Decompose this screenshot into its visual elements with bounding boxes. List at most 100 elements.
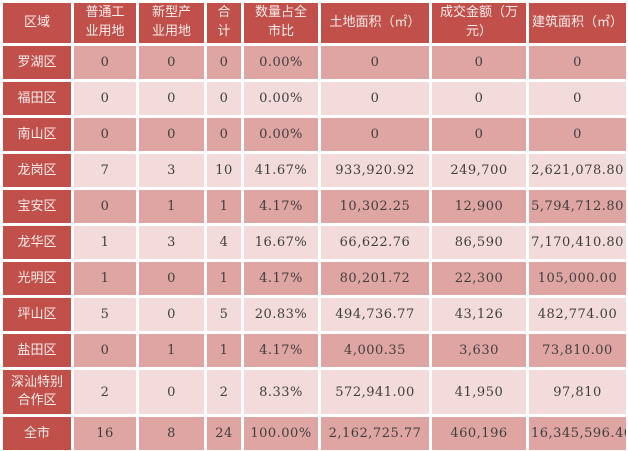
- table-row-nanshan: 南山区 0 0 0 0.00% 0 0 0: [3, 118, 626, 151]
- table-cell: 494,736.77: [321, 298, 429, 331]
- table-cell: 0: [321, 46, 429, 79]
- table-cell: 249,700: [432, 154, 526, 187]
- table-cell: 0: [74, 190, 136, 223]
- column-header-building-area: 建筑面积（㎡）: [529, 3, 626, 43]
- table-cell: 0: [207, 82, 241, 115]
- table-cell: 3: [139, 226, 204, 259]
- table-cell: 0.00%: [244, 82, 318, 115]
- row-header-luohu: 罗湖区: [3, 46, 71, 79]
- table-cell: 97,810: [529, 370, 626, 414]
- table-cell: 2: [74, 370, 136, 414]
- table-row-guangming: 光明区 1 0 1 4.17% 80,201.72 22,300 105,000…: [3, 262, 626, 295]
- table-cell: 41.67%: [244, 154, 318, 187]
- table-cell: 8: [139, 417, 204, 450]
- table-cell: 3,630: [432, 334, 526, 367]
- table-cell: 12,900: [432, 190, 526, 223]
- table-row-baoan: 宝安区 0 1 1 4.17% 10,302.25 12,900 5,794,7…: [3, 190, 626, 223]
- table-cell: 0: [74, 334, 136, 367]
- table-cell: 0: [139, 262, 204, 295]
- table-cell: 933,920.92: [321, 154, 429, 187]
- table-cell: 1: [74, 262, 136, 295]
- column-header-region: 区域: [3, 3, 71, 43]
- column-header-transaction-amount: 成交金额（万 元）: [432, 3, 526, 43]
- table-cell: 3: [139, 154, 204, 187]
- table-cell: 0: [139, 82, 204, 115]
- table-cell: 0: [432, 118, 526, 151]
- table-row-shenshan: 深汕特别 合作区 2 0 2 8.33% 572,941.00 41,950 9…: [3, 370, 626, 414]
- table-cell: 0: [139, 298, 204, 331]
- table-row-yantian: 盐田区 0 1 1 4.17% 4,000.35 3,630 73,810.00: [3, 334, 626, 367]
- table-cell: 2: [207, 370, 241, 414]
- table-cell: 0: [321, 82, 429, 115]
- table-cell: 0: [74, 82, 136, 115]
- table-cell: 86,590: [432, 226, 526, 259]
- table-cell: 1: [74, 226, 136, 259]
- table-cell: 1: [207, 262, 241, 295]
- table-cell: 105,000.00: [529, 262, 626, 295]
- column-header-city-share: 数量占全 市比: [244, 3, 318, 43]
- table-cell: 572,941.00: [321, 370, 429, 414]
- table-cell: 0: [207, 118, 241, 151]
- table-cell: 4,000.35: [321, 334, 429, 367]
- table-cell: 0: [139, 370, 204, 414]
- table-cell: 0: [139, 46, 204, 79]
- column-header-land-area: 土地面积（㎡）: [321, 3, 429, 43]
- table-cell: 22,300: [432, 262, 526, 295]
- table-cell: 0: [529, 118, 626, 151]
- table-cell: 100.00%: [244, 417, 318, 450]
- table-cell: 482,774.00: [529, 298, 626, 331]
- table-cell: 16,345,596.40: [529, 417, 626, 450]
- table-cell: 1: [207, 190, 241, 223]
- table-cell: 0: [529, 82, 626, 115]
- table-cell: 73,810.00: [529, 334, 626, 367]
- table-cell: 0: [74, 118, 136, 151]
- row-header-pingshan: 坪山区: [3, 298, 71, 331]
- table-row-pingshan: 坪山区 5 0 5 20.83% 494,736.77 43,126 482,7…: [3, 298, 626, 331]
- table-header-row: 区域 普通工 业用地 新型产 业用地 合 计 数量占全 市比 土地面积（㎡） 成…: [3, 3, 626, 43]
- table-cell: 16: [74, 417, 136, 450]
- table-row-longgang: 龙岗区 7 3 10 41.67% 933,920.92 249,700 2,6…: [3, 154, 626, 187]
- row-header-citywide-total: 全市: [3, 417, 71, 450]
- column-header-ordinary-industrial: 普通工 业用地: [74, 3, 136, 43]
- table-cell: 0.00%: [244, 46, 318, 79]
- column-header-total: 合 计: [207, 3, 241, 43]
- table-cell: 66,622.76: [321, 226, 429, 259]
- table-cell: 10: [207, 154, 241, 187]
- table-cell: 43,126: [432, 298, 526, 331]
- row-header-longhua: 龙华区: [3, 226, 71, 259]
- row-header-guangming: 光明区: [3, 262, 71, 295]
- row-header-yantian: 盐田区: [3, 334, 71, 367]
- table-cell: 8.33%: [244, 370, 318, 414]
- table-cell: 24: [207, 417, 241, 450]
- table-cell: 4.17%: [244, 334, 318, 367]
- table-cell: 7: [74, 154, 136, 187]
- table-cell: 0: [529, 46, 626, 79]
- column-header-new-industrial: 新型产 业用地: [139, 3, 204, 43]
- table-cell: 0: [139, 118, 204, 151]
- table-cell: 2,621,078.80: [529, 154, 626, 187]
- row-header-longgang: 龙岗区: [3, 154, 71, 187]
- row-header-futian: 福田区: [3, 82, 71, 115]
- table-cell: 80,201.72: [321, 262, 429, 295]
- table-cell: 10,302.25: [321, 190, 429, 223]
- table-cell: 1: [139, 190, 204, 223]
- table-cell: 460,196: [432, 417, 526, 450]
- table-cell: 4.17%: [244, 262, 318, 295]
- table-cell: 41,950: [432, 370, 526, 414]
- table-cell: 0: [74, 46, 136, 79]
- table-row-luohu: 罗湖区 0 0 0 0.00% 0 0 0: [3, 46, 626, 79]
- table-cell: 5: [74, 298, 136, 331]
- table-cell: 0: [207, 46, 241, 79]
- table-cell: 0: [321, 118, 429, 151]
- table-cell: 20.83%: [244, 298, 318, 331]
- table-row-futian: 福田区 0 0 0 0.00% 0 0 0: [3, 82, 626, 115]
- row-header-baoan: 宝安区: [3, 190, 71, 223]
- table-cell: 4.17%: [244, 190, 318, 223]
- row-header-nanshan: 南山区: [3, 118, 71, 151]
- table-cell: 16.67%: [244, 226, 318, 259]
- table-cell: 7,170,410.80: [529, 226, 626, 259]
- table-row-citywide-total: 全市 16 8 24 100.00% 2,162,725.77 460,196 …: [3, 417, 626, 450]
- table-cell: 0: [432, 46, 526, 79]
- table-cell: 4: [207, 226, 241, 259]
